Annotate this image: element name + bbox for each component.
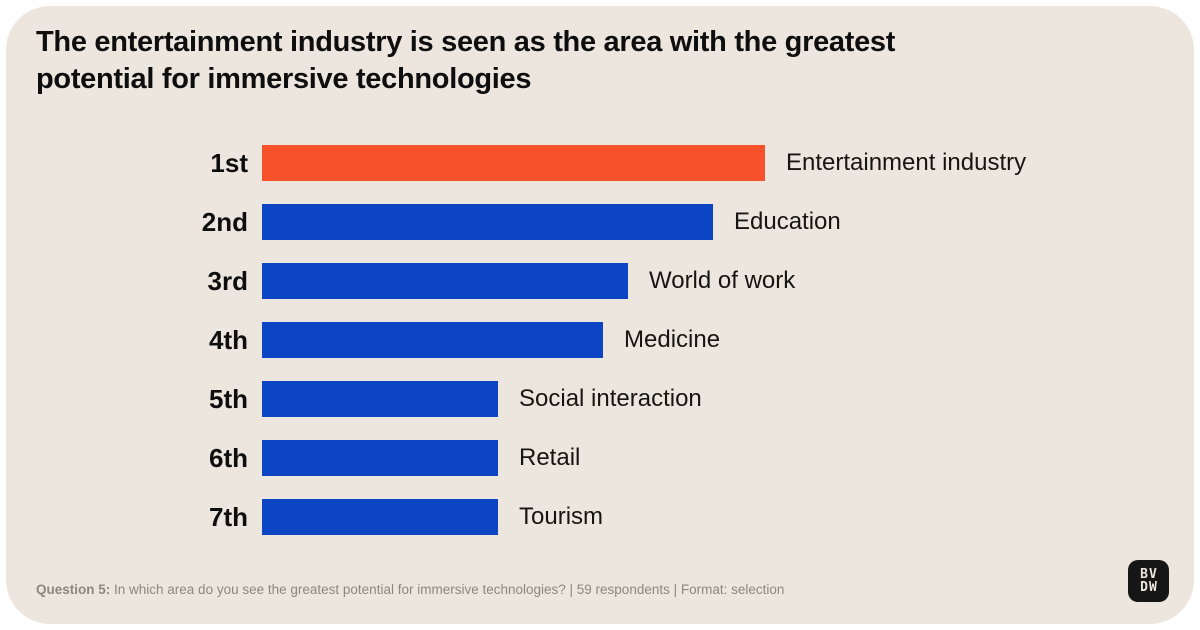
chart-card xyxy=(6,6,1194,624)
chart-row: 5th Social interaction xyxy=(0,381,1200,417)
category-label: Social interaction xyxy=(519,385,702,412)
bar xyxy=(262,499,498,535)
rank-label: 5th xyxy=(209,384,248,414)
chart-title: The entertainment industry is seen as th… xyxy=(36,26,896,95)
bvdw-logo-line2: DW xyxy=(1140,580,1158,595)
chart-row: 2nd Education xyxy=(0,204,1200,240)
category-label: Medicine xyxy=(624,326,721,353)
footnote-question-label: Question 5: xyxy=(36,582,111,597)
rank-label: 2nd xyxy=(201,207,248,237)
chart-row: 1st Entertainment industry xyxy=(0,145,1200,181)
footnote: Question 5: In which area do you see the… xyxy=(36,581,784,599)
bar xyxy=(262,440,498,476)
bvdw-logo: BV DW xyxy=(1128,560,1169,602)
ranking-bar-chart: 1st Entertainment industry 2nd Education… xyxy=(0,145,1200,558)
rank-label: 3rd xyxy=(207,266,248,296)
bar xyxy=(262,381,498,417)
rank-label: 1st xyxy=(210,148,248,178)
category-label: Education xyxy=(734,208,841,235)
footnote-text: In which area do you see the greatest po… xyxy=(110,582,785,597)
rank-label: 6th xyxy=(209,443,248,473)
bar xyxy=(262,145,765,181)
chart-row: 7th Tourism xyxy=(0,499,1200,535)
chart-row: 4th Medicine xyxy=(0,322,1200,358)
bar xyxy=(262,263,628,299)
bvdw-logo-line1: BV xyxy=(1140,567,1158,582)
rank-label: 7th xyxy=(209,502,248,532)
category-label: Tourism xyxy=(519,503,604,530)
rank-label: 4th xyxy=(209,325,248,355)
bar xyxy=(262,322,603,358)
chart-row: 6th Retail xyxy=(0,440,1200,476)
category-label: Retail xyxy=(519,444,581,471)
bar xyxy=(262,204,713,240)
chart-row: 3rd World of work xyxy=(0,263,1200,299)
category-label: World of work xyxy=(649,267,796,294)
category-label: Entertainment industry xyxy=(786,149,1027,176)
